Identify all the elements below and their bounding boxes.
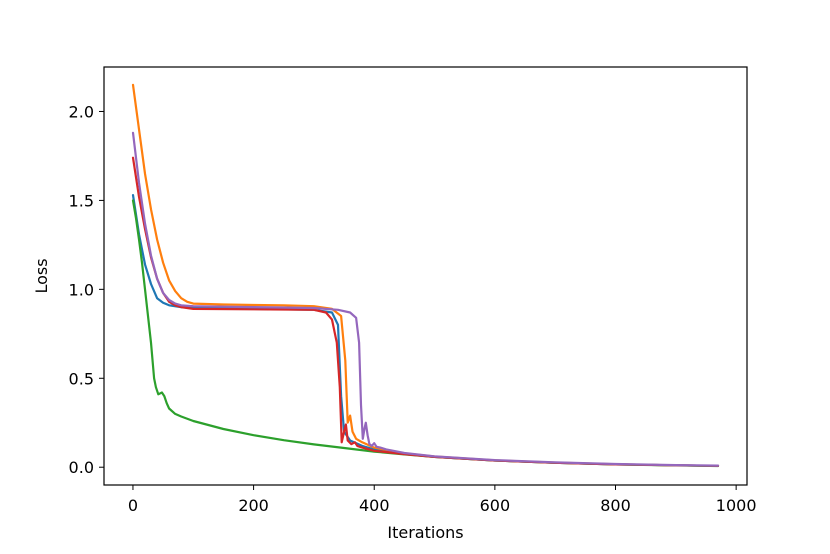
y-tick-label: 2.0 xyxy=(69,102,94,121)
series-line-2 xyxy=(131,83,720,467)
x-tick-label: 400 xyxy=(359,496,390,515)
x-tick-label: 0 xyxy=(128,496,138,515)
y-tick-label: 1.5 xyxy=(69,191,94,210)
y-tick-label: 1.0 xyxy=(69,280,94,299)
plot-frame xyxy=(103,66,748,486)
x-tick-label: 1000 xyxy=(716,496,757,515)
x-axis-label: Iterations xyxy=(387,523,463,542)
x-tick-label: 800 xyxy=(600,496,631,515)
series-line-3 xyxy=(131,199,720,468)
series-line-5 xyxy=(131,131,720,467)
series-layer xyxy=(131,83,720,468)
series-line-4 xyxy=(131,156,720,467)
y-tick-label: 0.0 xyxy=(69,458,94,477)
series-line-1 xyxy=(131,194,720,467)
ticks-layer: 0 200 400 600 800 1000 0.0 0.5 1.0 1.5 2.0 xyxy=(69,102,757,515)
x-tick-label: 200 xyxy=(238,496,269,515)
y-tick-label: 0.5 xyxy=(69,369,94,388)
x-tick-label: 600 xyxy=(480,496,511,515)
y-axis-label: Loss xyxy=(32,258,51,293)
